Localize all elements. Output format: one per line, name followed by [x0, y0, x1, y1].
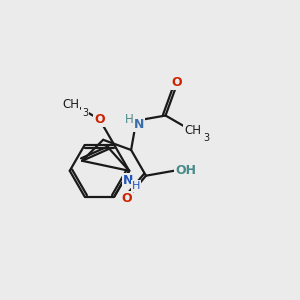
Text: N: N — [134, 118, 144, 131]
Text: 3: 3 — [82, 108, 88, 118]
Text: O: O — [172, 76, 182, 89]
Text: H: H — [125, 113, 134, 126]
Text: 3: 3 — [204, 133, 210, 143]
Text: CH: CH — [62, 98, 79, 111]
Text: OH: OH — [175, 164, 196, 177]
Text: O: O — [122, 192, 132, 205]
Text: N: N — [122, 174, 133, 187]
Text: O: O — [94, 113, 105, 126]
Text: CH: CH — [184, 124, 201, 137]
Text: H: H — [131, 181, 140, 191]
